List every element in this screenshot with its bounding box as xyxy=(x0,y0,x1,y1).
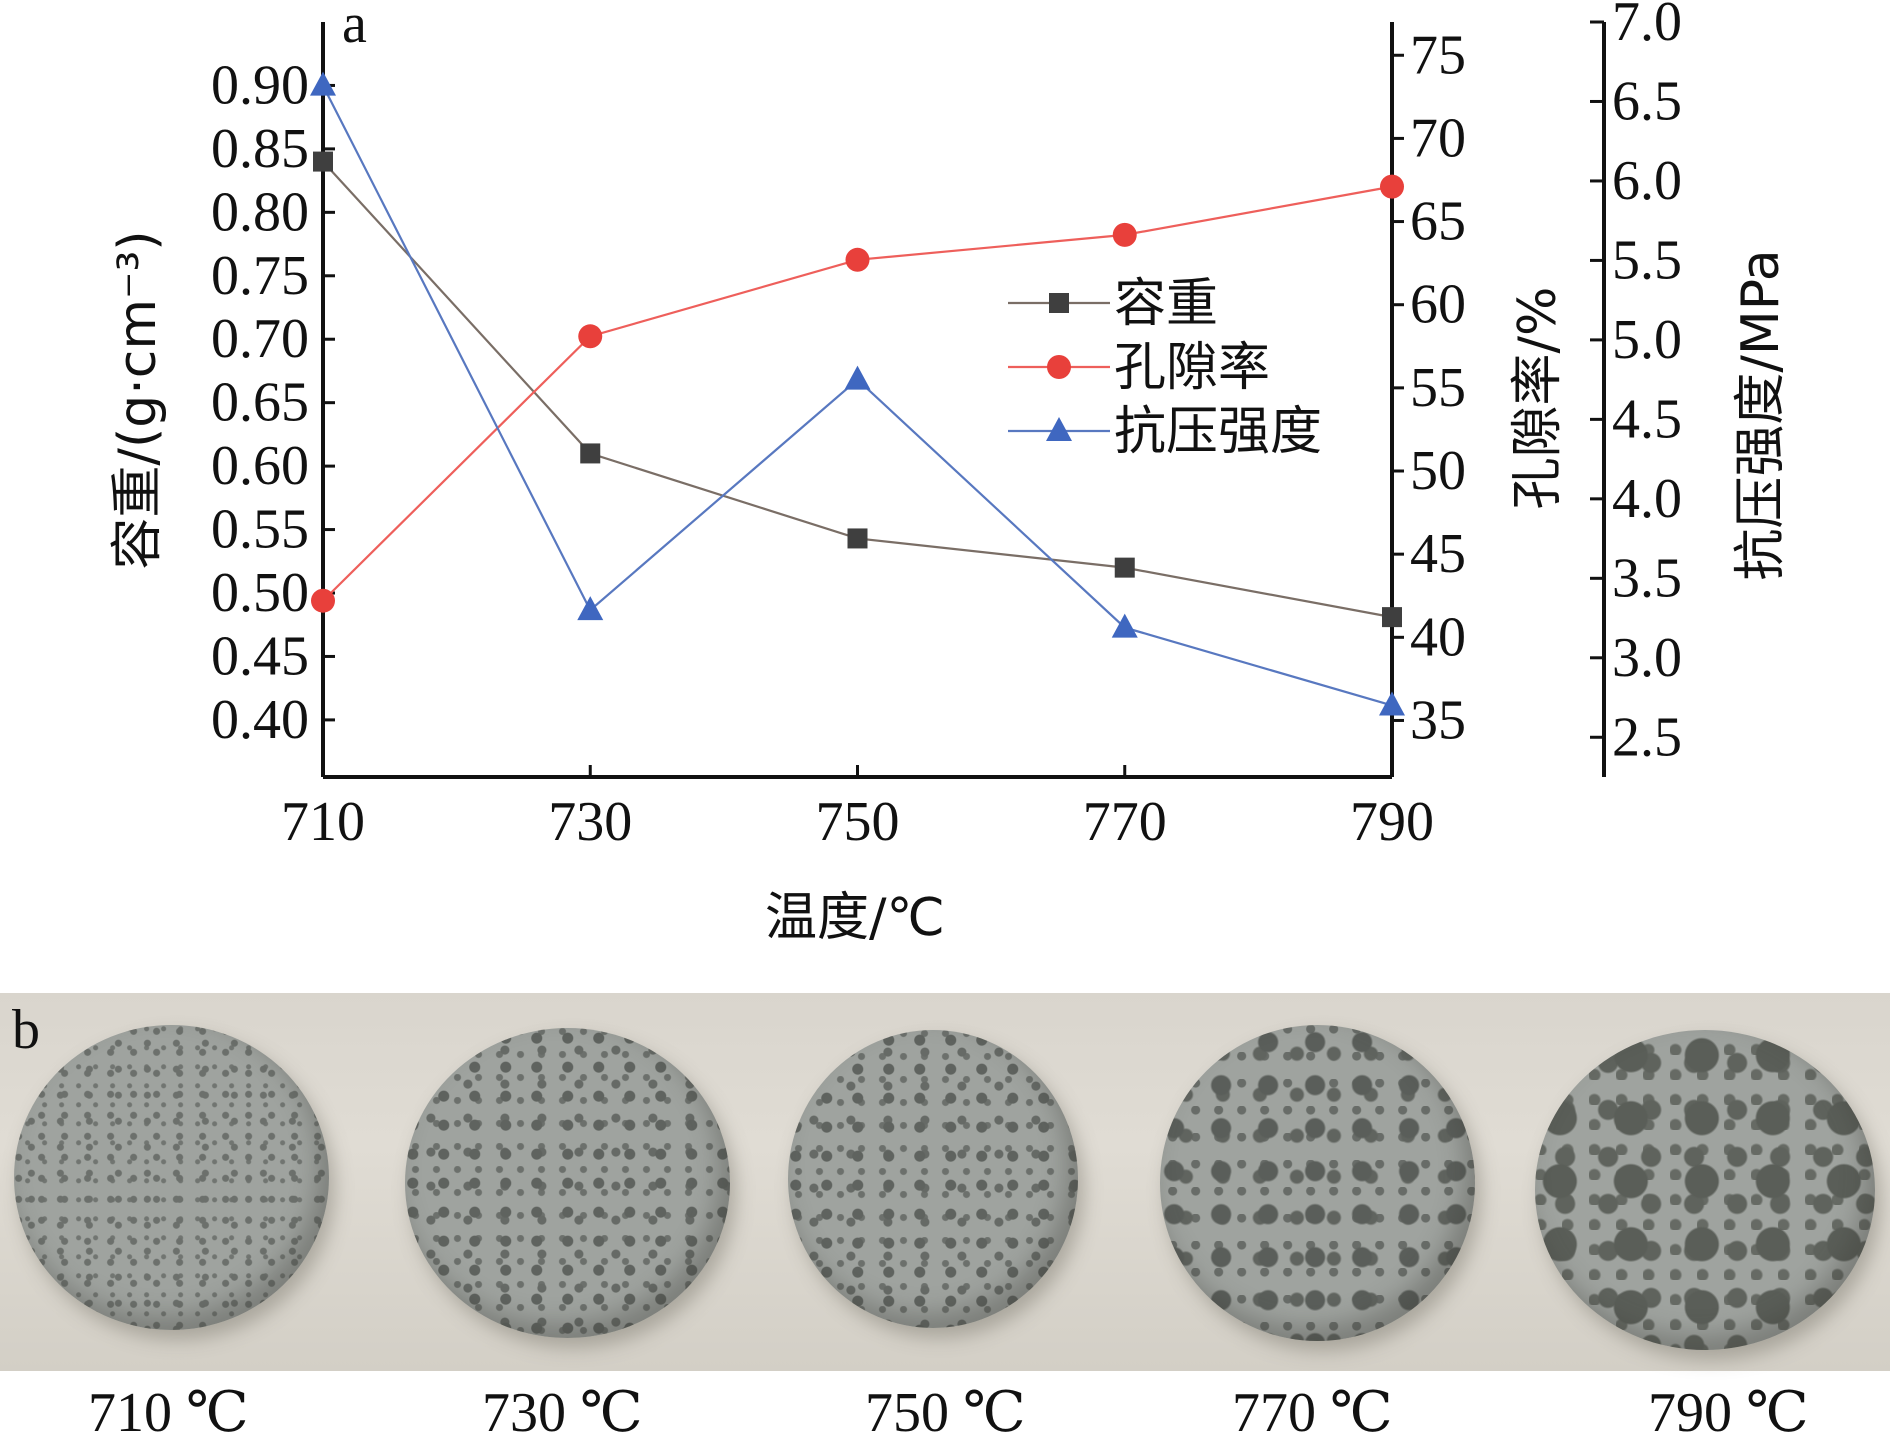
right2-tick-label: 7.0 xyxy=(1612,0,1682,53)
left-tick-label: 0.70 xyxy=(211,308,309,370)
axes: 710 730 750 770 7900.400.450.500.550.600.650… xyxy=(211,0,1682,853)
right2-tick-label: 3.0 xyxy=(1612,627,1682,689)
legend-marker xyxy=(1049,293,1069,313)
series-markers xyxy=(310,71,1405,716)
series-0-point xyxy=(580,443,601,464)
chart: a 710 730 750 770 790 0.400.450.500.550.600.6… xyxy=(108,0,1791,948)
left-axis-title: 容重/(g·cm⁻³) xyxy=(108,230,168,569)
legend-label: 孔隙率 xyxy=(1114,338,1270,398)
series-1-point xyxy=(578,324,603,349)
right1-tick-label: 35 xyxy=(1410,689,1466,751)
right1-tick-label: 65 xyxy=(1410,191,1466,253)
left-tick-label: 0.90 xyxy=(211,54,309,116)
left-tick-label: 0.60 xyxy=(211,435,309,497)
panel-label-b-wrap: b xyxy=(12,999,40,1061)
x-tick-label: 750 xyxy=(816,791,900,853)
right1-tick-label: 55 xyxy=(1410,357,1466,419)
left-tick-label: 0.40 xyxy=(211,689,309,751)
right1-tick-label: 60 xyxy=(1410,274,1466,336)
sample-caption: 730 ℃ xyxy=(482,1382,643,1444)
legend-label: 容重 xyxy=(1114,274,1218,334)
series-0-point xyxy=(847,528,868,549)
foam-sample-4 xyxy=(1535,1030,1875,1350)
x-tick-label: 710 xyxy=(281,791,365,853)
series-1-point xyxy=(1380,174,1404,199)
right2-tick-label: 5.0 xyxy=(1612,309,1682,371)
right2-tick-label: 2.5 xyxy=(1612,706,1682,768)
foam-sample-0 xyxy=(14,1025,329,1330)
right2-tick-label: 4.5 xyxy=(1612,388,1682,450)
series-0-point xyxy=(1114,557,1135,578)
series-2-point xyxy=(1379,691,1405,716)
sample-caption: 710 ℃ xyxy=(88,1382,249,1444)
right1-tick-label: 50 xyxy=(1410,440,1466,502)
right2-tick-label: 3.5 xyxy=(1612,547,1682,609)
left-tick-label: 0.50 xyxy=(211,562,309,624)
foam-sample-2 xyxy=(788,1030,1078,1328)
foam-sample-3 xyxy=(1160,1025,1475,1341)
series-0-point xyxy=(1382,607,1402,628)
left-tick-label: 0.85 xyxy=(211,118,309,180)
panel-label-b: b xyxy=(12,999,40,1061)
series-1-point xyxy=(1112,222,1137,247)
series-2-point xyxy=(844,365,871,390)
series-1-point xyxy=(845,247,870,272)
sample-caption: 750 ℃ xyxy=(865,1382,1026,1444)
left-tick-label: 0.55 xyxy=(211,499,309,561)
legend-label: 抗压强度 xyxy=(1114,402,1322,462)
legend-marker xyxy=(1047,355,1071,379)
series-2-point xyxy=(310,71,336,96)
right2-axis-title: 抗压强度/MPa xyxy=(1731,249,1791,580)
left-tick-label: 0.80 xyxy=(211,181,309,243)
right2-tick-label: 6.5 xyxy=(1612,70,1682,132)
right1-tick-label: 70 xyxy=(1410,107,1466,169)
left-tick-label: 0.45 xyxy=(211,625,309,687)
x-tick-label: 770 xyxy=(1083,791,1167,853)
panel-label-a: a xyxy=(342,0,367,55)
sample-caption: 770 ℃ xyxy=(1232,1382,1393,1444)
legend-marker xyxy=(1046,417,1072,441)
right1-axis-title: 孔隙率/% xyxy=(1508,287,1568,510)
series-2-point xyxy=(577,596,604,621)
series-2-point xyxy=(1111,613,1138,638)
right1-tick-label: 75 xyxy=(1410,24,1466,86)
series-0-point xyxy=(313,151,333,172)
right1-tick-label: 40 xyxy=(1410,606,1466,668)
right2-tick-label: 5.5 xyxy=(1612,229,1682,291)
left-tick-label: 0.65 xyxy=(211,372,309,434)
right2-tick-label: 6.0 xyxy=(1612,150,1682,212)
sample-caption: 790 ℃ xyxy=(1648,1382,1809,1444)
x-tick-label: 790 xyxy=(1350,791,1434,853)
right1-tick-label: 45 xyxy=(1410,523,1466,585)
x-tick-label: 730 xyxy=(548,791,632,853)
right2-tick-label: 4.0 xyxy=(1612,468,1682,530)
series-1-point xyxy=(311,588,335,613)
left-tick-label: 0.75 xyxy=(211,245,309,307)
foam-sample-1 xyxy=(405,1028,730,1338)
x-axis-title: 温度/℃ xyxy=(765,888,945,948)
